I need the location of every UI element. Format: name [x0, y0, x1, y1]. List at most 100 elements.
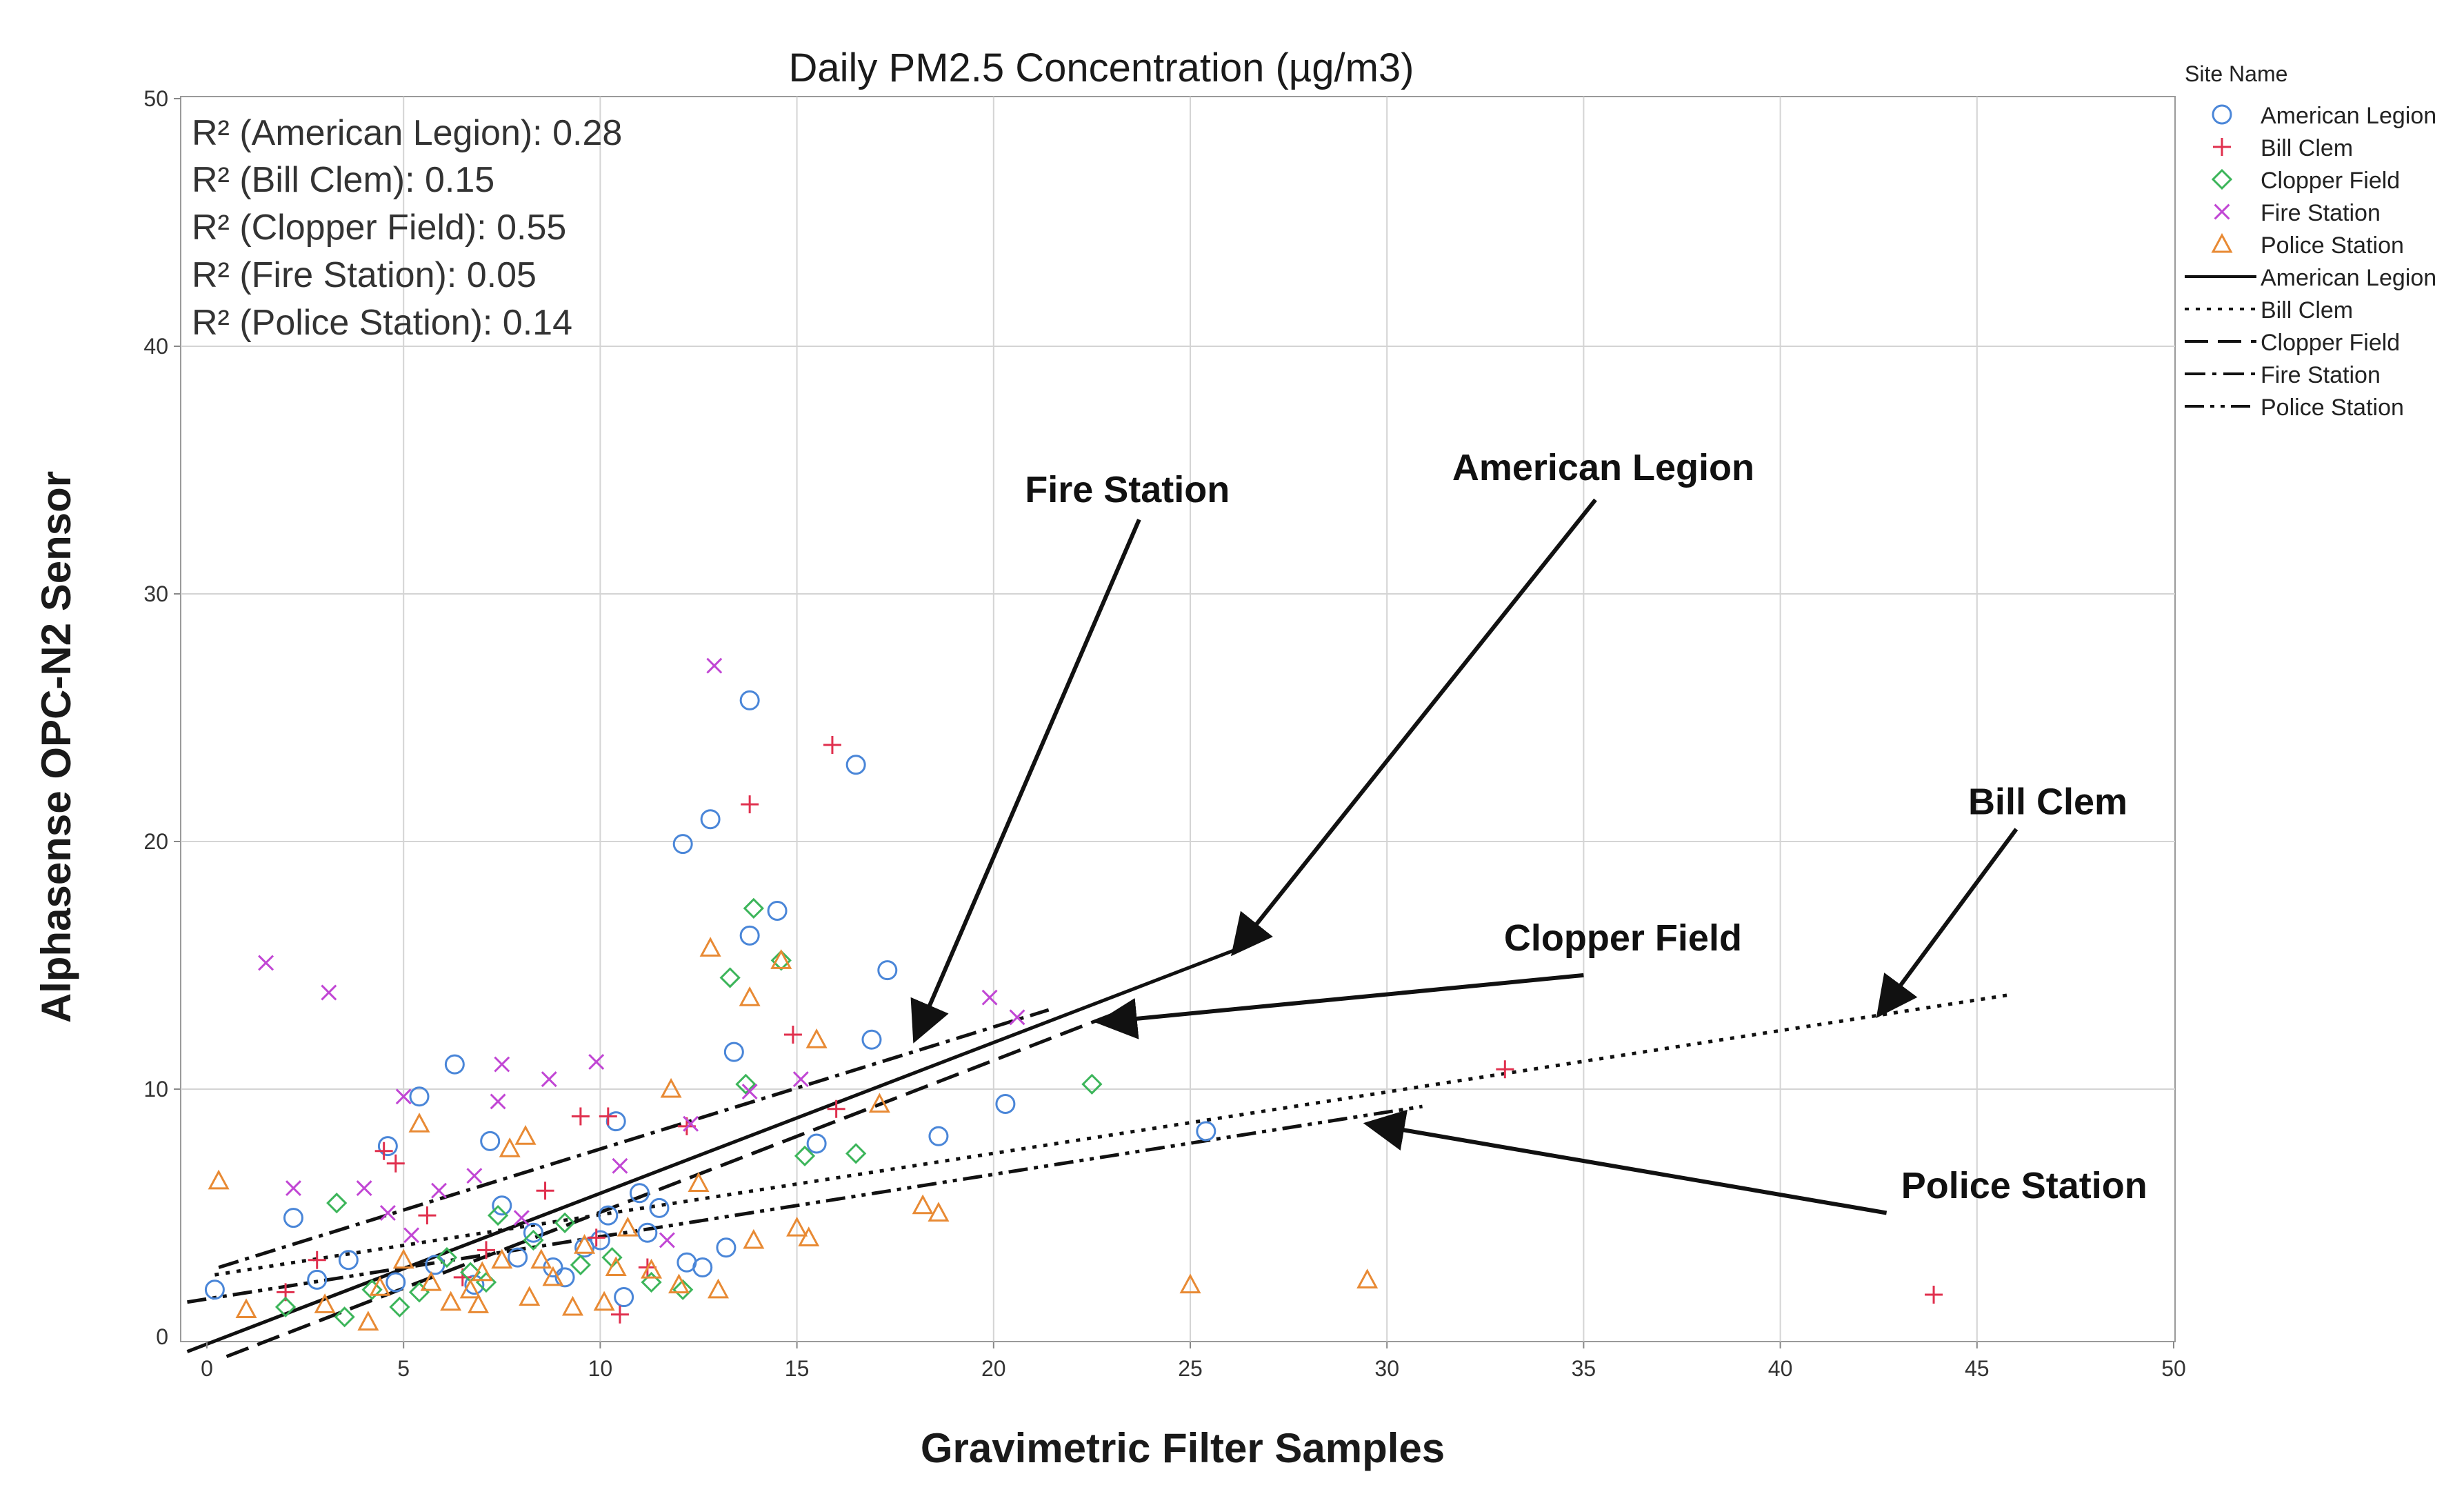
data-point-police-station	[468, 1293, 490, 1313]
legend-label-fit-clopper-field: Clopper Field	[2261, 330, 2400, 356]
r2-american-legion: R² (American Legion): 0.28	[192, 113, 622, 153]
data-point-american-legion	[444, 1054, 465, 1075]
data-point-american-legion	[283, 1208, 303, 1228]
callout-arrow-police-station	[1363, 1109, 1887, 1215]
data-point-clopper-field	[743, 897, 764, 919]
callout-arrow-clopper-field	[1095, 973, 1584, 1039]
data-points	[204, 657, 1943, 1331]
legend-label-police-station: Police Station	[2261, 232, 2404, 259]
x-axis-ticks: 0 5 10 15 20 25 30 35 40 45 50	[201, 1342, 2186, 1381]
callout-annotations: Fire Station American Legion Bill Clem Clop…	[910, 447, 2147, 1215]
data-point-police-station	[369, 1276, 391, 1296]
x-tick-label: 45	[1965, 1356, 1990, 1381]
legend-marker-american-legion	[2212, 104, 2232, 125]
fit-line-bill-clem	[214, 993, 2009, 1277]
legend-marker-bill-clem	[2213, 138, 2231, 156]
data-point-american-legion	[739, 690, 760, 710]
data-point-american-legion	[508, 1247, 528, 1268]
y-axis-title: Alphasense OPC-N2 Sensor	[33, 471, 79, 1023]
x-tick-label: 5	[397, 1356, 410, 1381]
y-tick-label: 40	[143, 334, 168, 359]
data-point-fire-station	[258, 955, 274, 971]
data-point-police-station	[641, 1258, 663, 1279]
data-point-clopper-field	[326, 1193, 348, 1214]
data-point-american-legion	[204, 1279, 225, 1300]
data-point-clopper-field	[389, 1296, 410, 1318]
data-point-fire-station	[494, 1056, 510, 1073]
y-tick-label: 10	[143, 1077, 168, 1102]
y-tick-label: 0	[156, 1324, 168, 1349]
data-point-american-legion	[739, 925, 760, 946]
data-point-american-legion	[861, 1029, 882, 1050]
r2-fire-station: R² (Fire Station): 0.05	[192, 255, 537, 295]
y-tick-label: 50	[143, 86, 168, 111]
data-point-police-station	[491, 1248, 513, 1269]
x-tick-label: 50	[2161, 1356, 2186, 1381]
data-point-police-station	[314, 1293, 336, 1313]
data-point-bill-clem	[823, 735, 841, 754]
data-point-fire-station	[588, 1054, 605, 1070]
legend-label-fit-bill-clem: Bill Clem	[2261, 297, 2353, 323]
data-point-fire-station	[659, 1232, 675, 1248]
data-point-clopper-field	[334, 1306, 355, 1328]
legend-label-fire-station: Fire Station	[2261, 200, 2381, 226]
data-point-american-legion	[307, 1269, 328, 1290]
data-point-police-station	[912, 1194, 934, 1215]
data-point-clopper-field	[436, 1246, 458, 1268]
data-point-police-station	[928, 1202, 950, 1222]
callout-label-clopper-field: Clopper Field	[1504, 917, 1742, 959]
data-point-police-station	[1356, 1268, 1379, 1288]
data-point-bill-clem	[599, 1107, 617, 1126]
data-point-american-legion	[338, 1250, 359, 1271]
data-point-police-station	[357, 1311, 379, 1331]
data-point-clopper-field	[719, 967, 741, 988]
data-point-fire-station	[466, 1168, 483, 1184]
data-point-american-legion	[629, 1183, 650, 1204]
data-point-clopper-field	[570, 1254, 592, 1276]
x-tick-label: 40	[1768, 1356, 1793, 1381]
legend: Site Name American Legion Bill Clem Cloppe…	[2185, 61, 2436, 421]
data-point-police-station	[708, 1278, 730, 1299]
data-point-police-station	[440, 1291, 462, 1311]
data-point-police-station	[868, 1093, 890, 1113]
data-point-fire-station	[379, 1205, 396, 1221]
r2-police-station: R² (Police Station): 0.14	[192, 303, 572, 343]
x-tick-label: 20	[981, 1356, 1006, 1381]
data-point-american-legion	[598, 1205, 619, 1226]
x-axis-title: Gravimetric Filter Samples	[921, 1425, 1445, 1471]
data-point-police-station	[208, 1169, 230, 1190]
data-point-american-legion	[480, 1131, 501, 1151]
legend-marker-police-station	[2211, 232, 2233, 253]
data-point-bill-clem	[374, 1142, 393, 1160]
data-point-police-station	[1179, 1273, 1201, 1294]
data-point-american-legion	[928, 1126, 949, 1146]
data-point-police-station	[699, 937, 721, 957]
data-point-police-station	[514, 1125, 537, 1145]
data-point-american-legion	[672, 834, 693, 855]
data-point-fire-station	[356, 1180, 372, 1197]
legend-label-fit-fire-station: Fire Station	[2261, 362, 2381, 388]
data-point-american-legion	[614, 1287, 634, 1308]
data-point-police-station	[459, 1278, 481, 1299]
data-point-police-station	[392, 1248, 414, 1269]
data-point-clopper-field	[845, 1143, 867, 1164]
data-point-american-legion	[590, 1230, 610, 1251]
data-point-american-legion	[649, 1197, 670, 1218]
data-point-clopper-field	[554, 1212, 576, 1233]
data-point-fire-station	[1009, 1009, 1025, 1026]
data-point-american-legion	[409, 1086, 430, 1107]
data-point-american-legion	[605, 1111, 626, 1132]
callout-arrow-american-legion	[1230, 498, 1597, 957]
data-point-police-station	[660, 1077, 682, 1098]
data-point-police-station	[574, 1234, 596, 1254]
series-fire-station	[258, 657, 1025, 1248]
data-point-police-station	[805, 1028, 828, 1048]
data-point-bill-clem	[827, 1099, 845, 1118]
x-tick-label: 15	[785, 1356, 810, 1381]
y-tick-label: 20	[143, 829, 168, 854]
data-point-fire-station	[706, 657, 723, 674]
data-point-bill-clem	[741, 795, 759, 814]
x-tick-label: 0	[201, 1356, 213, 1381]
data-point-bill-clem	[477, 1241, 495, 1259]
data-point-police-station	[770, 949, 792, 969]
